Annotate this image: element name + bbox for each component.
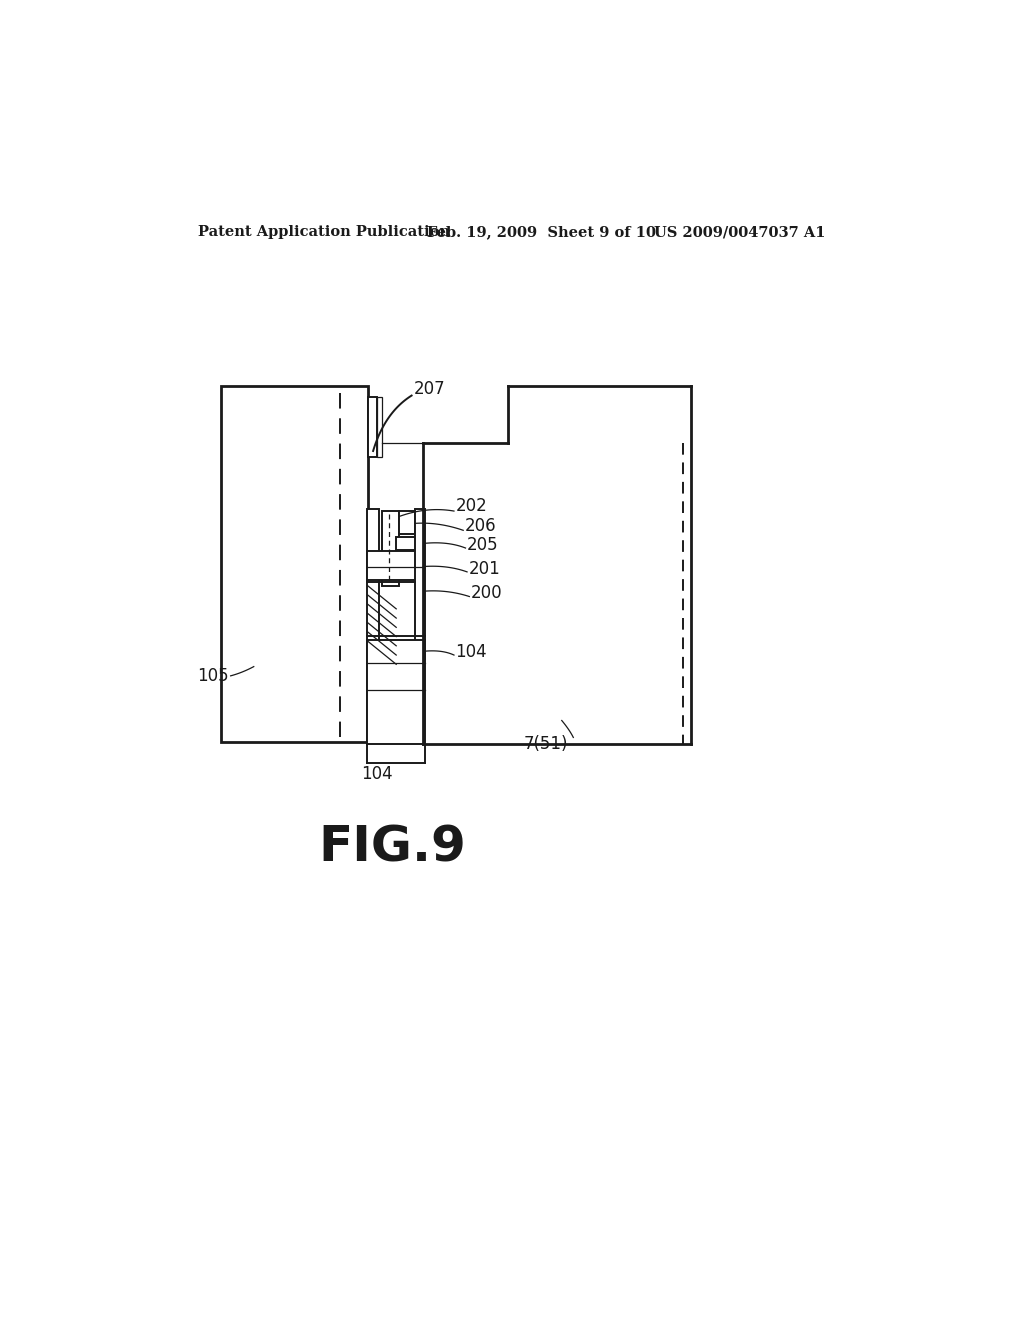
Bar	[377, 397, 382, 457]
Text: 207: 207	[414, 380, 445, 399]
Bar	[416, 508, 425, 659]
Bar	[369, 397, 377, 457]
Text: 200: 200	[471, 585, 503, 602]
Bar	[367, 508, 379, 739]
Text: Patent Application Publication: Patent Application Publication	[199, 226, 451, 239]
Text: 104: 104	[456, 643, 487, 661]
Bar	[399, 511, 415, 535]
Text: 205: 205	[467, 536, 499, 554]
Text: 201: 201	[469, 560, 501, 578]
Text: 206: 206	[465, 517, 497, 536]
Bar	[396, 537, 424, 549]
Text: 7(51): 7(51)	[523, 735, 567, 752]
Text: 105: 105	[197, 667, 228, 685]
Bar	[367, 552, 424, 581]
Bar	[367, 640, 425, 743]
Bar	[382, 511, 398, 586]
Text: FIG.9: FIG.9	[318, 824, 466, 871]
Text: 202: 202	[456, 498, 487, 515]
Bar	[221, 385, 368, 742]
Text: US 2009/0047037 A1: US 2009/0047037 A1	[654, 226, 825, 239]
Text: 104: 104	[361, 766, 393, 783]
Text: Feb. 19, 2009  Sheet 9 of 10: Feb. 19, 2009 Sheet 9 of 10	[427, 226, 656, 239]
